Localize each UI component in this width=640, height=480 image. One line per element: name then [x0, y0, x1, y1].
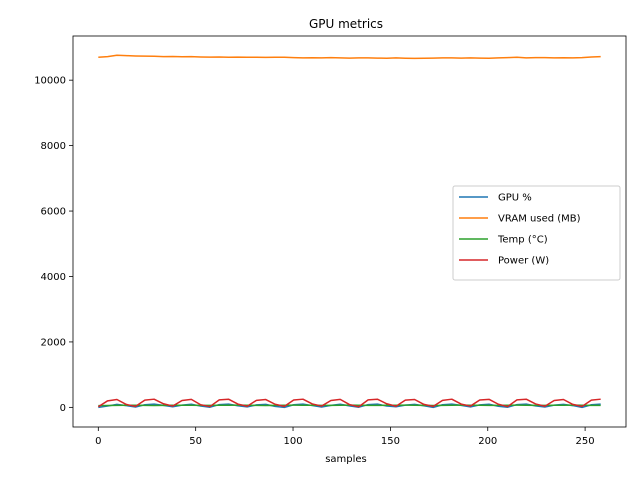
x-axis-label: samples	[325, 454, 367, 465]
y-tick-label-4000: 4000	[41, 272, 66, 283]
plot-area: 0 50 100 150 200 250 0 2000 4000 6000 8000 10000 GPU…	[34, 35, 627, 447]
y-tick-label-10000: 10000	[34, 76, 66, 87]
y-tick-label-2000: 2000	[41, 337, 66, 348]
chart-title: GPU metrics	[309, 17, 383, 31]
y-tick-label-0: 0	[60, 403, 66, 414]
x-tick-label-100: 100	[283, 436, 302, 447]
x-tick-label-0: 0	[95, 436, 101, 447]
x-tick-label-200: 200	[478, 436, 497, 447]
x-tick-label-150: 150	[381, 436, 400, 447]
series-line-3	[97, 398, 601, 408]
x-tick-label-50: 50	[189, 436, 202, 447]
legend-box	[452, 185, 621, 281]
axes-frame	[72, 35, 627, 428]
legend-label-1: VRAM used (MB)	[498, 214, 581, 225]
series-line-1	[98, 54, 601, 60]
legend-label-3: Power (W)	[498, 256, 549, 267]
x-tick-label-250: 250	[576, 436, 595, 447]
legend-label-2: Temp (°C)	[497, 235, 548, 246]
y-tick-label-8000: 8000	[41, 141, 66, 152]
legend-label-0: GPU %	[498, 193, 532, 204]
y-tick-label-6000: 6000	[41, 207, 66, 218]
